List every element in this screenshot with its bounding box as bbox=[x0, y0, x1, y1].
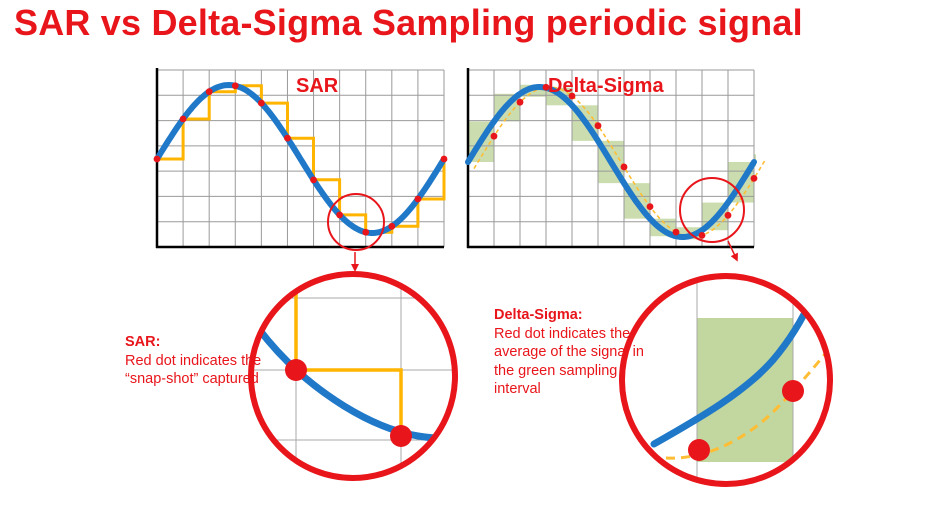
sar-note: SAR: Red dot indicates the “snap-shot” c… bbox=[125, 333, 275, 389]
ds-average-dot bbox=[568, 92, 576, 100]
sar-sample-dot bbox=[205, 88, 213, 96]
ds-average-dot bbox=[750, 174, 758, 182]
sar-panel-label: SAR bbox=[296, 75, 339, 97]
sar-sample-dot bbox=[388, 222, 396, 230]
ds-zoom-region-circle bbox=[679, 177, 745, 243]
ds-zoom-average-dot bbox=[688, 439, 710, 461]
ds-zoom-view bbox=[619, 273, 833, 487]
ds-note-body: Red dot indicates the average of the sig… bbox=[494, 325, 644, 398]
ds-zoom-average-dot bbox=[782, 380, 804, 402]
ds-zoom-arrow bbox=[727, 240, 738, 262]
ds-average-curve bbox=[473, 86, 767, 238]
sar-sample-dot bbox=[414, 195, 422, 203]
sar-panel: SAR bbox=[153, 68, 448, 272]
sar-note-heading: SAR: bbox=[125, 334, 161, 350]
delta-sigma-panel: Delta-Sigma bbox=[465, 68, 767, 262]
ds-panel-label: Delta-Sigma bbox=[548, 75, 664, 97]
ds-note: Delta-Sigma: Red dot indicates the avera… bbox=[494, 306, 644, 399]
sar-sample-dot bbox=[257, 99, 265, 107]
sar-sample-dot bbox=[362, 228, 370, 236]
ds-average-dot bbox=[516, 98, 524, 106]
sar-signal-curve bbox=[154, 81, 446, 236]
sar-staircase bbox=[157, 84, 446, 234]
ds-average-dot bbox=[698, 231, 706, 239]
sar-sample-dot bbox=[284, 134, 291, 142]
sar-zoom-ring bbox=[248, 271, 458, 481]
ds-average-dot bbox=[542, 83, 550, 91]
ds-average-dot bbox=[672, 228, 680, 236]
sar-note-body: Red dot indicates the “snap-shot” captur… bbox=[125, 352, 262, 388]
ds-signal-curve bbox=[465, 84, 757, 240]
sar-sample-dot bbox=[153, 155, 161, 163]
sar-sample-dots bbox=[153, 82, 448, 236]
sar-zoom-snapshot-dot bbox=[285, 359, 307, 381]
sar-sample-dot bbox=[310, 176, 317, 184]
page-title: SAR vs Delta-Sigma Sampling periodic sig… bbox=[14, 2, 803, 43]
sar-sample-dot bbox=[179, 115, 187, 123]
ds-average-dot bbox=[724, 211, 732, 219]
sar-zoom-snapshot-dot bbox=[390, 425, 412, 447]
sar-zoom-view bbox=[248, 271, 458, 481]
sar-sample-dot bbox=[231, 82, 239, 90]
sar-sample-dot bbox=[336, 211, 344, 219]
ds-zoom-signal bbox=[650, 294, 816, 448]
ds-average-dot bbox=[620, 163, 628, 171]
ds-average-dot bbox=[594, 122, 602, 130]
sar-zoom-region-circle bbox=[327, 193, 385, 251]
ds-zoom-ring bbox=[619, 273, 833, 487]
ds-note-heading: Delta-Sigma: bbox=[494, 307, 583, 323]
ds-average-dots bbox=[490, 83, 758, 239]
ds-average-dot bbox=[490, 132, 498, 140]
ds-average-dot bbox=[646, 203, 654, 211]
sar-sample-dot bbox=[440, 155, 448, 163]
